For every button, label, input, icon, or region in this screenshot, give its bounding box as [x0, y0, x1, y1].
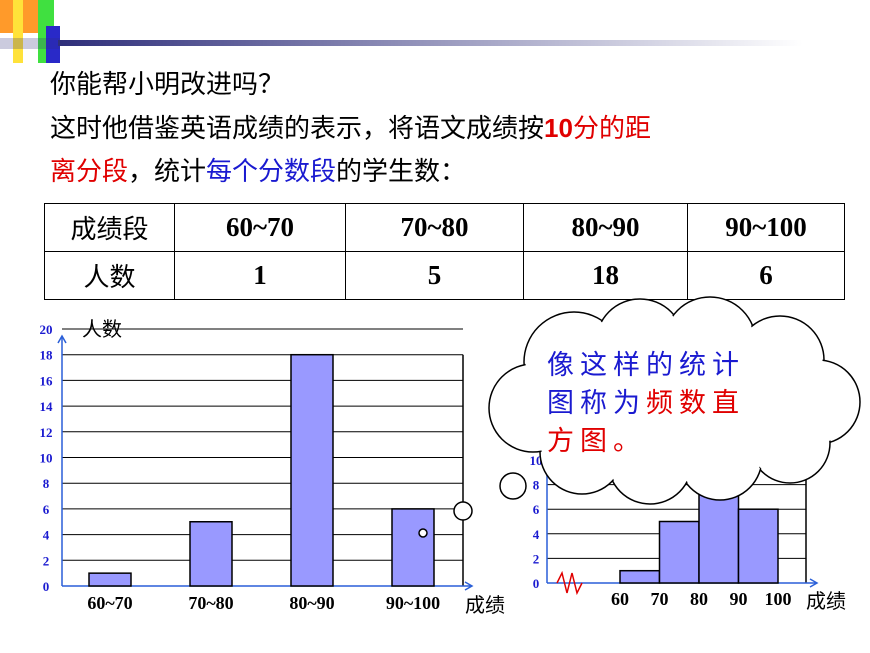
slide-header-decoration: [0, 0, 803, 63]
x-axis-title: 成绩: [806, 589, 846, 613]
y-tick-label: 4: [533, 527, 540, 542]
x-tick-label: 90~100: [386, 593, 440, 613]
y-tick-label: 8: [533, 478, 540, 493]
y-tick-label: 20: [40, 322, 53, 337]
bar: [189, 521, 233, 587]
frequency-table: 成绩段 60~70 70~80 80~90 90~100 人数 1 5 18 6: [44, 203, 845, 300]
callout-line-1: 像这样的统计: [547, 350, 745, 381]
bar: [737, 508, 779, 584]
table-row: 人数 1 5 18 6: [44, 251, 845, 300]
header-line-3-blue: 每个分数段: [206, 157, 337, 187]
x-tick-label: 90: [730, 589, 748, 609]
y-tick-label: 4: [43, 528, 50, 543]
thought-bubble: [453, 501, 473, 521]
y-tick-label: 2: [43, 553, 50, 568]
callout-line-2-blue: 图称为: [547, 388, 646, 419]
header-line-3-end: 的学生数：: [336, 157, 467, 187]
bar: [290, 353, 334, 587]
table-cell: 70~80: [345, 203, 524, 252]
y-tick-label: 18: [40, 348, 54, 363]
table-cell: 90~100: [687, 203, 845, 252]
x-tick-label: 60: [611, 589, 629, 609]
bar: [619, 569, 661, 584]
y-tick-label: 8: [43, 476, 50, 491]
header-line-2-text: 这时他借鉴英语成绩的表示，将语文成绩按: [50, 114, 545, 144]
table-cell: 5: [345, 251, 524, 300]
y-tick-label: 6: [533, 502, 540, 517]
bar: [391, 508, 435, 587]
x-tick-label: 80: [690, 589, 708, 609]
callout-line-2: 图称为频数直: [547, 385, 745, 423]
table-cell: 1: [174, 251, 346, 300]
x-tick-label: 60~70: [87, 593, 132, 613]
header-line-3: 离分段，统计每个分数段的学生数：: [50, 151, 651, 194]
x-axis-arrow: [809, 578, 819, 588]
header-line-2-number: 10: [544, 113, 573, 143]
bar: [88, 572, 132, 587]
table-cell: 6: [687, 251, 845, 300]
table-row-label: 人数: [44, 251, 175, 300]
y-tick-label: 10: [40, 451, 53, 466]
axis-break-mark: [556, 570, 583, 596]
table-cell: 18: [523, 251, 688, 300]
question-text: 你能帮小明改进吗？ 这时他借鉴英语成绩的表示，将语文成绩按10分的距 离分段，统…: [50, 64, 651, 194]
y-axis-arrow: [57, 334, 67, 344]
table-row: 成绩段 60~70 70~80 80~90 90~100: [44, 203, 845, 252]
x-tick-label: 70: [651, 589, 669, 609]
y-tick-label: 10: [530, 453, 543, 468]
bar: [658, 520, 700, 584]
callout-line-3: 方图。: [547, 426, 646, 457]
y-tick-label: 6: [43, 502, 50, 517]
y-tick-label: 0: [533, 576, 540, 591]
header-line-3-text: ，统计: [128, 157, 207, 187]
y-tick-label: 0: [43, 579, 50, 594]
y-tick-label: 14: [40, 399, 54, 414]
x-tick-label: 80~90: [289, 593, 334, 613]
y-axis-title: 人数: [82, 317, 122, 341]
cloud-fill: [531, 336, 669, 474]
thought-bubble: [418, 528, 428, 538]
table-cell: 80~90: [523, 203, 688, 252]
table-cell: 60~70: [174, 203, 346, 252]
x-axis-title: 成绩: [465, 593, 505, 617]
y-tick-label: 12: [40, 425, 53, 440]
callout-text: 像这样的统计 图称为频数直 方图。: [547, 347, 745, 461]
table-row-label: 成绩段: [44, 203, 175, 252]
header-line-2-red: 分的距: [572, 114, 651, 144]
thought-cloud: [418, 296, 861, 538]
y-tick-label: 16: [40, 373, 54, 388]
callout-line-2-red: 频数直: [646, 388, 745, 419]
x-tick-label: 100: [765, 589, 792, 609]
thought-bubble: [499, 472, 527, 500]
header-line-3-red: 离分段: [50, 157, 129, 187]
cloud-fill: [671, 331, 809, 469]
x-tick-label: 70~80: [188, 593, 233, 613]
header-line-2: 这时他借鉴英语成绩的表示，将语文成绩按10分的距: [50, 107, 651, 151]
x-axis-arrow: [464, 581, 474, 591]
header-line-1: 你能帮小明改进吗？: [50, 70, 285, 100]
y-tick-label: 2: [533, 551, 540, 566]
